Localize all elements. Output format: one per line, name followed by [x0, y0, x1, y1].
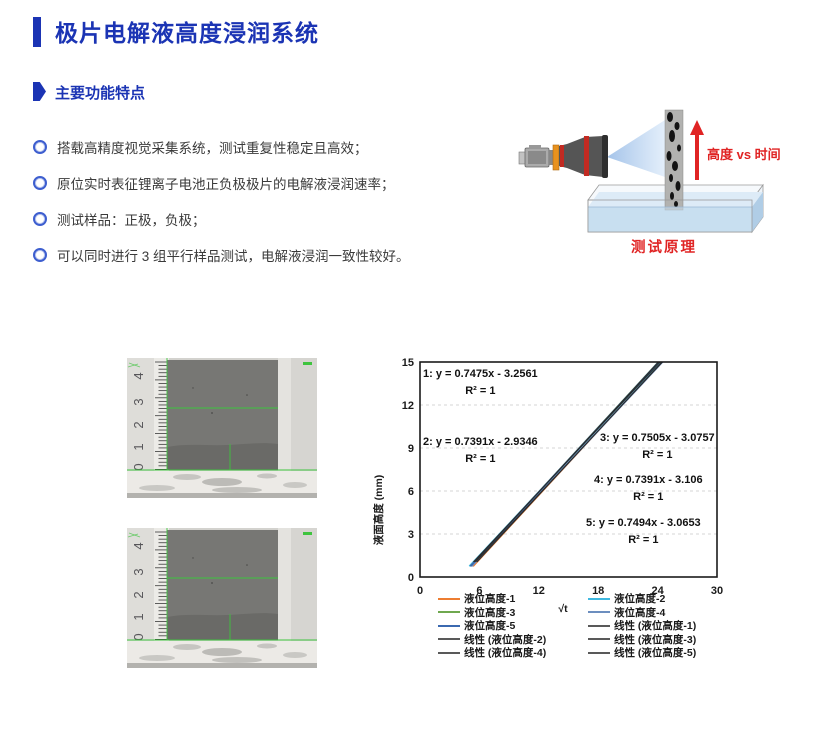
- legend-swatch: [438, 624, 460, 627]
- legend-item: 线性 (液位高度-1): [588, 619, 748, 633]
- y-axis-label: 液面高度 (mm): [372, 475, 385, 546]
- svg-text:12: 12: [533, 585, 545, 597]
- legend-item: 线性 (液位高度-3): [588, 633, 748, 647]
- chart-canvas: 15 12 9 6 3 0 0 6 12 18 24 30 液面高度 (mm) …: [372, 357, 723, 615]
- legend-swatch: [438, 651, 460, 654]
- up-arrow-icon: [690, 120, 704, 180]
- fit-annotation-2: 2: y = 0.7391x - 2.9346 R² = 1: [423, 436, 538, 465]
- svg-text:18: 18: [592, 585, 604, 597]
- feature-list: 搭载高精度视觉采集系统，测试重复性稳定且高效； 原位实时表征锂离子电池正负极极片…: [33, 129, 513, 273]
- legend-swatch: [588, 638, 610, 641]
- electrode-strip: [664, 109, 684, 211]
- feature-item: 搭载高精度视觉采集系统，测试重复性稳定且高效；: [33, 129, 513, 165]
- circle-bullet-icon: [33, 176, 47, 190]
- feature-text: 测试样品：正极，负极；: [57, 213, 206, 228]
- fit-annotation-4: 4: y = 0.7391x - 3.106 R² = 1: [594, 474, 703, 503]
- legend-item: 线性 (液位高度-2): [438, 633, 598, 647]
- feature-text: 原位实时表征锂离子电池正负极极片的电解液浸润速率；: [57, 177, 395, 192]
- svg-text:12: 12: [402, 400, 414, 412]
- svg-text:15: 15: [402, 357, 414, 369]
- diagram-caption: 测试原理: [631, 240, 697, 256]
- svg-text:6: 6: [476, 585, 482, 597]
- x-axis-ticks: 0 6 12 18 24 30: [417, 585, 723, 597]
- legend-item: 液位高度-5: [438, 619, 598, 633]
- feature-text: 可以同时进行 3 组平行样品测试，电解液浸润一致性较好。: [57, 249, 410, 264]
- legend-item: 液位高度-1: [438, 592, 598, 606]
- legend-column-right: 液位高度-2 液位高度-4 线性 (液位高度-1) 线性 (液位高度-3) 线性…: [588, 592, 748, 660]
- feature-item: 可以同时进行 3 组平行样品测试，电解液浸润一致性较好。: [33, 237, 513, 273]
- fit-annotation-5: 5: y = 0.7494x - 3.0653 R² = 1: [586, 517, 701, 546]
- wetting-height-chart: 15 12 9 6 3 0 0 6 12 18 24 30 液面高度 (mm) …: [370, 350, 839, 695]
- svg-text:6: 6: [408, 486, 414, 498]
- title-accent-bar: [33, 17, 41, 47]
- liquid-front: [588, 207, 752, 232]
- legend-swatch: [588, 651, 610, 654]
- y-axis-ticks: 15 12 9 6 3 0: [402, 357, 414, 584]
- legend-swatch: [588, 611, 610, 614]
- legend-swatch: [588, 624, 610, 627]
- svg-text:24: 24: [651, 585, 664, 597]
- legend-column-left: 液位高度-1 液位高度-3 液位高度-5 线性 (液位高度-2) 线性 (液位高…: [438, 592, 598, 660]
- legend-swatch: [438, 597, 460, 600]
- series-lines: [468, 362, 664, 567]
- x-axis-label: √t: [558, 603, 568, 615]
- circle-bullet-icon: [33, 140, 47, 154]
- legend-item: 液位高度-4: [588, 606, 748, 620]
- svg-text:30: 30: [711, 585, 723, 597]
- circle-bullet-icon: [33, 212, 47, 226]
- plot-border: [419, 361, 718, 578]
- svg-text:0: 0: [408, 572, 414, 584]
- legend-swatch: [438, 611, 460, 614]
- section-arrow-icon: [33, 82, 46, 101]
- legend-item: 液位高度-3: [438, 606, 598, 620]
- sample-photo-2: [126, 527, 318, 669]
- legend-item: 液位高度-2: [588, 592, 748, 606]
- svg-text:9: 9: [408, 443, 414, 455]
- gridlines: [420, 404, 717, 535]
- legend-swatch: [438, 638, 460, 641]
- feature-item: 原位实时表征锂离子电池正负极极片的电解液浸润速率；: [33, 165, 513, 201]
- legend-swatch: [588, 597, 610, 600]
- light-beam: [607, 120, 665, 177]
- legend-item: 线性 (液位高度-4): [438, 646, 598, 660]
- test-principle-diagram: 高度 vs 时间 测试原理: [505, 105, 785, 265]
- svg-text:3: 3: [408, 529, 414, 541]
- page-title: 极片电解液高度浸润系统: [55, 20, 319, 46]
- legend-item: 线性 (液位高度-5): [588, 646, 748, 660]
- feature-text: 搭载高精度视觉采集系统，测试重复性稳定且高效；: [57, 141, 368, 156]
- camera-icon: [518, 135, 608, 178]
- section-title: 主要功能特点: [55, 85, 146, 102]
- feature-item: 测试样品：正极，负极；: [33, 201, 513, 237]
- fit-annotation-3: 3: y = 0.7505x - 3.0757 R² = 1: [600, 432, 715, 461]
- circle-bullet-icon: [33, 248, 47, 262]
- diagram-canvas: [518, 109, 764, 234]
- height-vs-time-label: 高度 vs 时间: [707, 147, 781, 162]
- fit-annotation-1: 1: y = 0.7475x - 3.2561 R² = 1: [423, 368, 538, 397]
- svg-text:0: 0: [417, 585, 423, 597]
- sample-photo-1: [126, 357, 318, 499]
